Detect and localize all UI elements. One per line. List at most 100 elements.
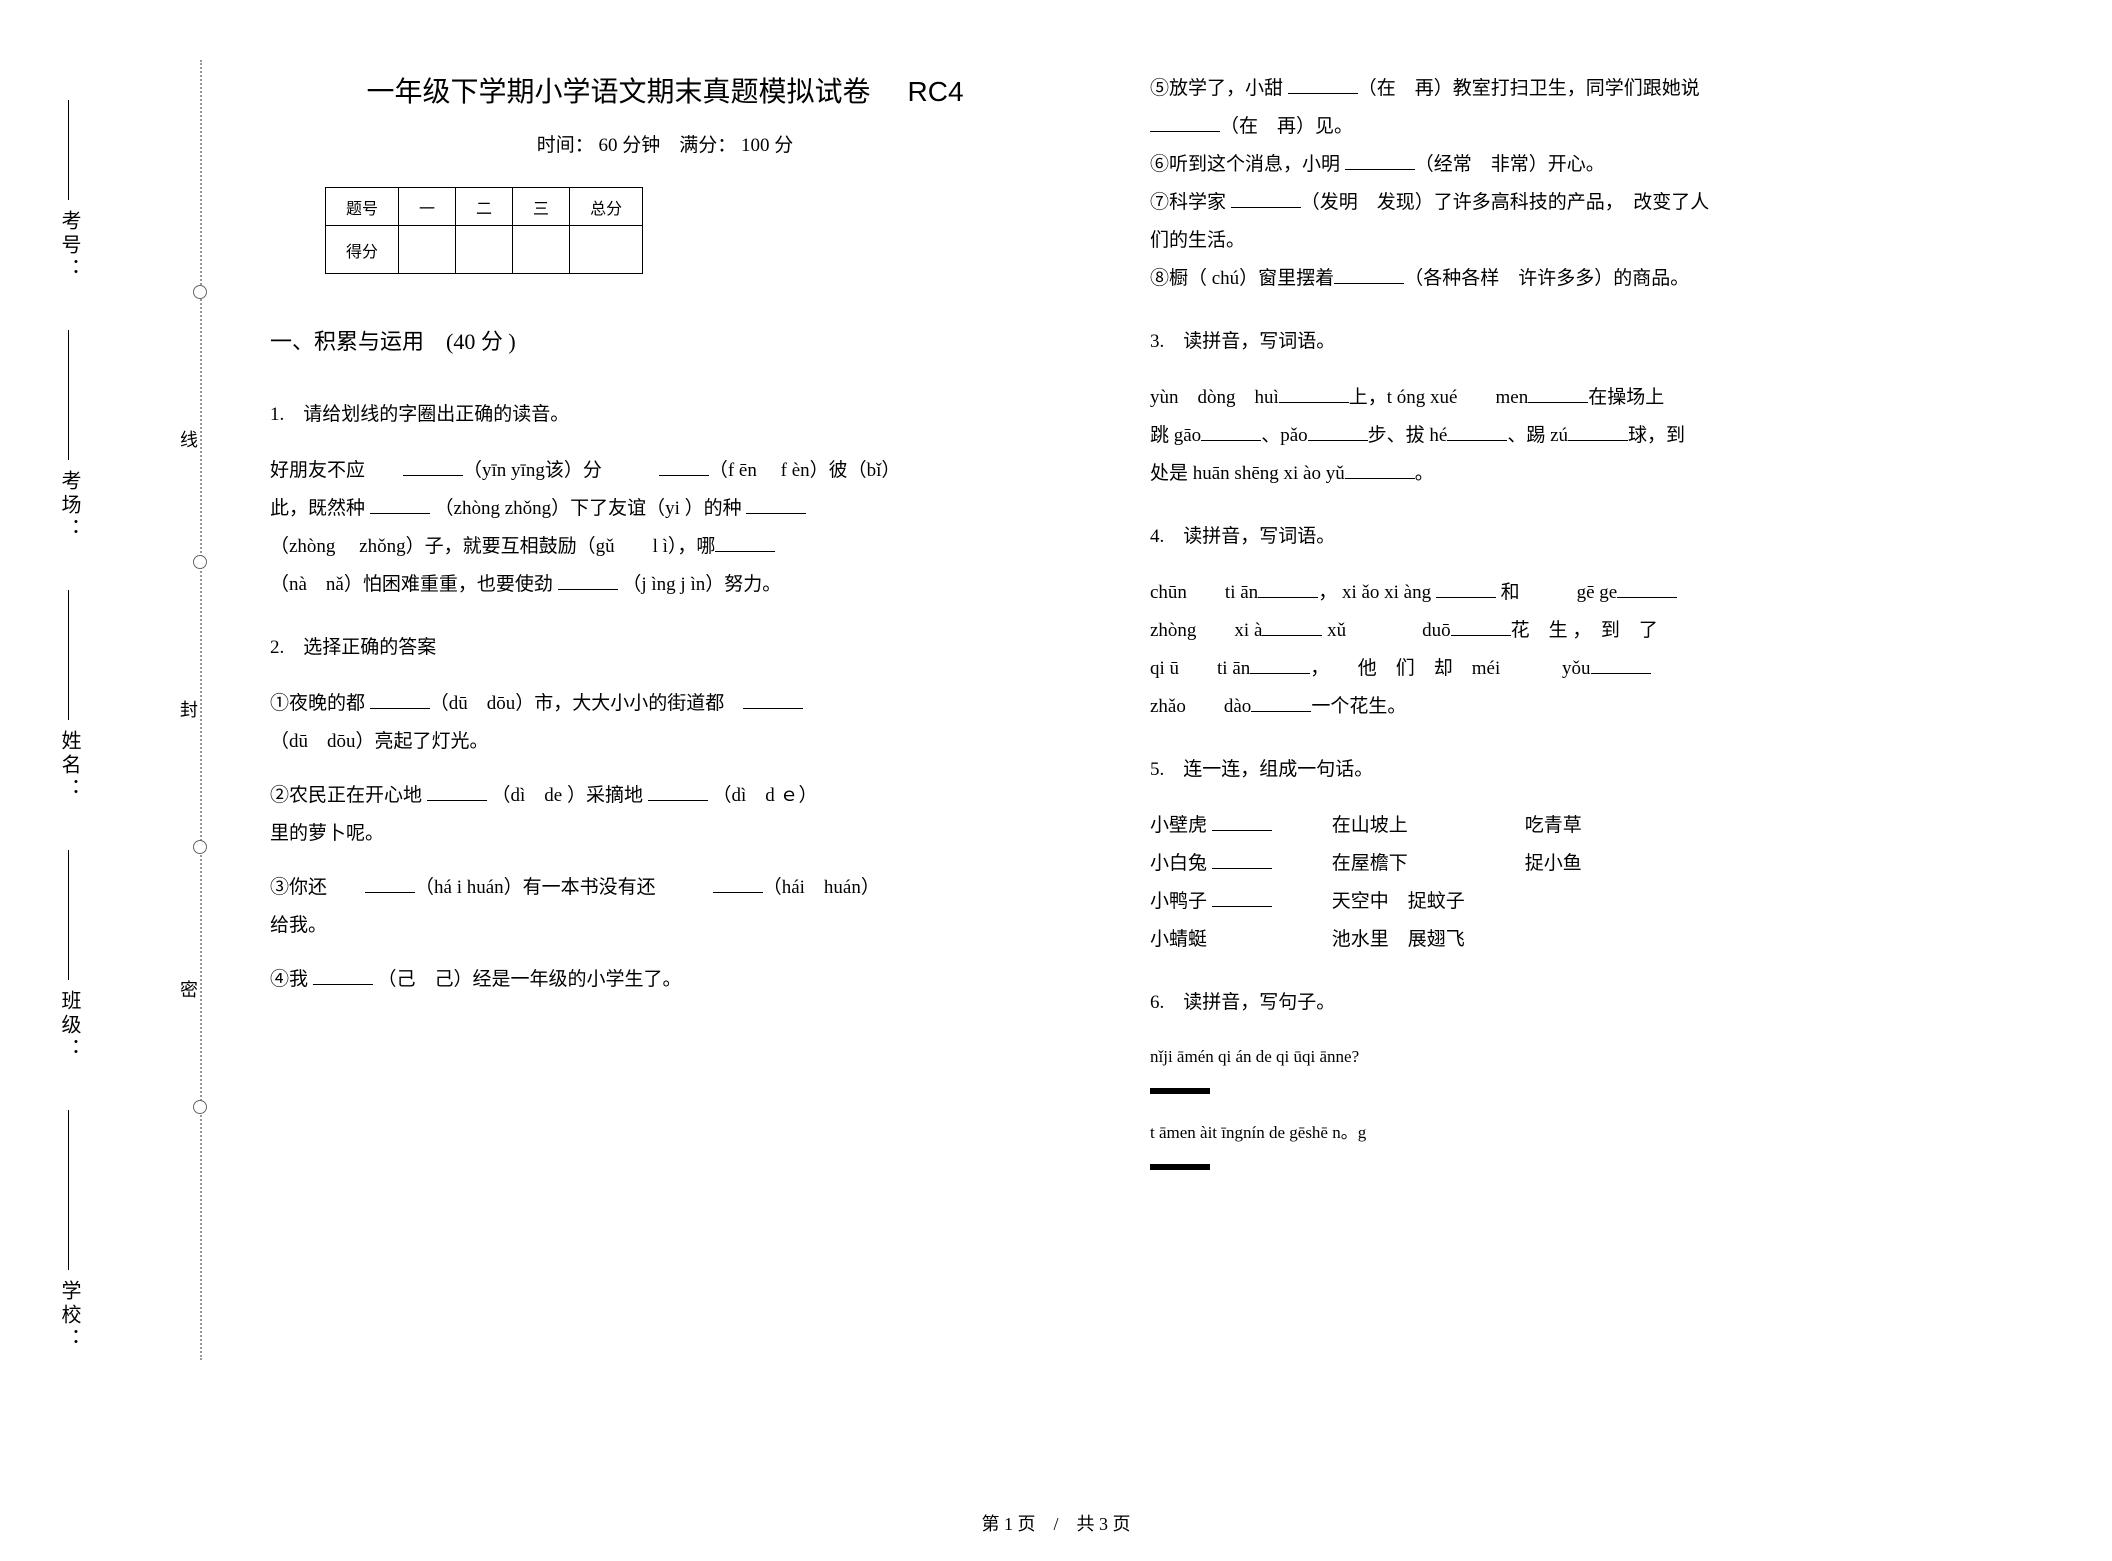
question-number: 4. 读拼音，写词语。 [1150, 518, 1940, 556]
blank[interactable] [1231, 189, 1301, 208]
question-number: 6. 读拼音，写句子。 [1150, 984, 1940, 1022]
score-cell[interactable] [456, 226, 513, 274]
matching-col-1: 小壁虎 小白兔 小鸭子 小蜻蜓 [1150, 807, 1272, 959]
binding-margin: 考号： 考场： 姓名： 班级： 学校： 线 封 密 [0, 0, 230, 1561]
question-number: 1. 请给划线的字圈出正确的读音。 [270, 396, 1060, 434]
header-cell: 一 [399, 188, 456, 226]
question-number: 2. 选择正确的答案 [270, 629, 1060, 667]
question-number: 3. 读拼音，写词语。 [1150, 323, 1940, 361]
blank[interactable] [1288, 75, 1358, 94]
matching-grid: 小壁虎 小白兔 小鸭子 小蜻蜓 在山坡上 在屋檐下 天空中 捉蚊子 池水里 展翅… [1150, 807, 1940, 959]
blank[interactable] [1334, 265, 1404, 284]
question-2: 2. 选择正确的答案 ①夜晚的都 （dū dōu）市，大大小小的街道都 （dū … [270, 629, 1060, 999]
question-text: ①夜晚的都 （dū dōu）市，大大小小的街道都 （dū dōu）亮起了灯光。 [270, 685, 1060, 761]
punch-hole [193, 555, 207, 569]
question-text: 好朋友不应 （yīn yīng该）分 （f ēn f èn）彼（bǐ） 此，既然… [270, 452, 1060, 604]
blank[interactable] [715, 533, 775, 552]
question-4: 4. 读拼音，写词语。 chūn ti ān， xi ǎo xi àng 和 g… [1150, 518, 1940, 726]
blank[interactable] [659, 457, 709, 476]
blank[interactable] [1436, 579, 1496, 598]
punch-hole [193, 285, 207, 299]
matching-col-2: 在山坡上 在屋檐下 天空中 捉蚊子 池水里 展翅飞 [1332, 807, 1465, 959]
fold-label-feng: 封 [175, 700, 201, 718]
blank[interactable] [1591, 655, 1651, 674]
question-text: yùn dòng huì上，t óng xué men在操场上 跳 gāo、pǎ… [1150, 379, 1940, 493]
blank[interactable] [1150, 113, 1220, 132]
blank[interactable] [1345, 460, 1415, 479]
score-cell[interactable] [399, 226, 456, 274]
binding-label-school: 学校： [55, 1280, 84, 1352]
punch-hole [193, 1100, 207, 1114]
question-text: ⑤放学了，小甜 （在 再）教室打扫卫生，同学们跟她说 （在 再）见。 ⑥听到这个… [1150, 70, 1940, 298]
blank[interactable] [403, 457, 463, 476]
fold-label-xian: 线 [175, 430, 201, 448]
header-cell: 题号 [326, 188, 399, 226]
blank[interactable] [1250, 655, 1310, 674]
blank[interactable] [743, 690, 803, 709]
blank[interactable] [1212, 850, 1272, 869]
binding-label-class: 班级： [55, 990, 84, 1062]
blank[interactable] [1251, 693, 1311, 712]
exam-code: RC4 [908, 76, 964, 107]
title-text: 一年级下学期小学语文期末真题模拟试卷 [366, 77, 870, 108]
blank[interactable] [370, 690, 430, 709]
page-footer: 第 1 页 / 共 3 页 [0, 1510, 2112, 1536]
question-text: ②农民正在开心地 （dì de ）采摘地 （dì d ｅ） 里的萝卜呢。 [270, 777, 1060, 853]
blank[interactable] [1212, 888, 1272, 907]
question-1: 1. 请给划线的字圈出正确的读音。 好朋友不应 （yīn yīng该）分 （f … [270, 396, 1060, 604]
score-cell[interactable] [513, 226, 570, 274]
page-title: 一年级下学期小学语文期末真题模拟试卷 RC4 [270, 70, 1060, 110]
header-cell: 总分 [570, 188, 643, 226]
page-content: 一年级下学期小学语文期末真题模拟试卷 RC4 时间： 60 分钟 满分： 100… [270, 70, 2052, 1213]
question-3: 3. 读拼音，写词语。 yùn dòng huì上，t óng xué men在… [1150, 323, 1940, 493]
matching-col-3: 吃青草 捉小鱼 [1525, 807, 1582, 959]
blank[interactable] [427, 782, 487, 801]
blank[interactable] [648, 782, 708, 801]
header-cell: 二 [456, 188, 513, 226]
blank[interactable] [1528, 384, 1588, 403]
blank[interactable] [1258, 579, 1318, 598]
binding-label-room: 考场： [55, 470, 84, 542]
blank[interactable] [1201, 422, 1261, 441]
blank[interactable] [1345, 151, 1415, 170]
pinyin-line: t āmen àit īngnín de gēshē n。g [1150, 1116, 1940, 1150]
left-column: 一年级下学期小学语文期末真题模拟试卷 RC4 时间： 60 分钟 满分： 100… [270, 70, 1060, 1213]
blank[interactable] [370, 495, 430, 514]
subtitle: 时间： 60 分钟 满分： 100 分 [270, 130, 1060, 157]
blank[interactable] [713, 874, 763, 893]
table-row: 得分 [326, 226, 643, 274]
binding-label-examno: 考号： [55, 210, 84, 282]
blank[interactable] [746, 495, 806, 514]
score-table: 题号 一 二 三 总分 得分 [325, 187, 643, 274]
blank[interactable] [1212, 812, 1272, 831]
row-label-cell: 得分 [326, 226, 399, 274]
right-column: ⑤放学了，小甜 （在 再）教室打扫卫生，同学们跟她说 （在 再）见。 ⑥听到这个… [1150, 70, 1940, 1213]
blank[interactable] [1262, 617, 1322, 636]
question-number: 5. 连一连，组成一句话。 [1150, 751, 1940, 789]
table-row: 题号 一 二 三 总分 [326, 188, 643, 226]
blank[interactable] [558, 571, 618, 590]
punch-hole [193, 840, 207, 854]
blank[interactable] [1617, 579, 1677, 598]
answer-line[interactable] [1150, 1088, 1210, 1094]
question-6: 6. 读拼音，写句子。 nǐji āmén qi án de qi ūqi ān… [1150, 984, 1940, 1188]
question-5: 5. 连一连，组成一句话。 小壁虎 小白兔 小鸭子 小蜻蜓 在山坡上 在屋檐下 … [1150, 751, 1940, 959]
question-2-cont: ⑤放学了，小甜 （在 再）教室打扫卫生，同学们跟她说 （在 再）见。 ⑥听到这个… [1150, 70, 1940, 298]
blank[interactable] [1447, 422, 1507, 441]
binding-label-name: 姓名： [55, 730, 84, 802]
blank[interactable] [313, 966, 373, 985]
fold-label-mi: 密 [175, 980, 201, 998]
blank[interactable] [1568, 422, 1628, 441]
question-text: ④我 （己 己）经是一年级的小学生了。 [270, 961, 1060, 999]
blank[interactable] [365, 874, 415, 893]
blank[interactable] [1308, 422, 1368, 441]
score-cell[interactable] [570, 226, 643, 274]
question-text: ③你还 （há i huán）有一本书没有还 （hái huán） 给我。 [270, 869, 1060, 945]
blank[interactable] [1279, 384, 1349, 403]
section-title: 一、积累与运用 (40 分 ) [270, 324, 1060, 356]
question-text: chūn ti ān， xi ǎo xi àng 和 gē ge zhòng x… [1150, 574, 1940, 726]
blank[interactable] [1451, 617, 1511, 636]
pinyin-line: nǐji āmén qi án de qi ūqi ānne? [1150, 1040, 1940, 1074]
answer-line[interactable] [1150, 1164, 1210, 1170]
header-cell: 三 [513, 188, 570, 226]
